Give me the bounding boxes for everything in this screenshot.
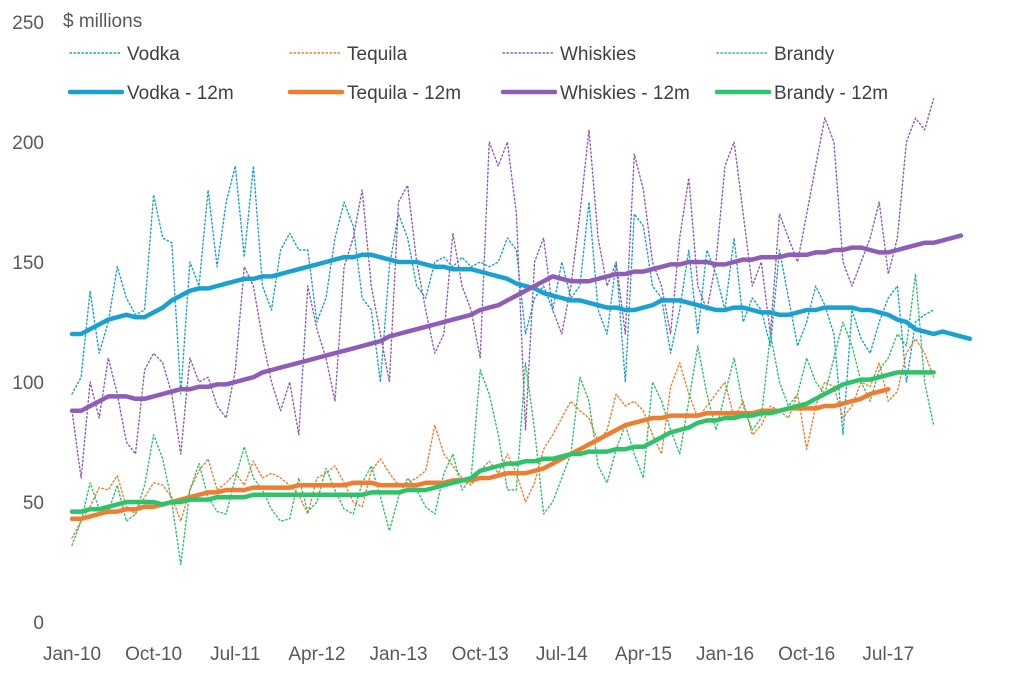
- series-line-whiskies-12m: [69, 233, 964, 414]
- legend-label-vodka: Vodka: [127, 44, 180, 65]
- x-tick-label: Oct-10: [125, 644, 182, 665]
- legend-label-brandy: Brandy: [774, 44, 835, 65]
- y-tick-label: 0: [33, 613, 44, 634]
- x-tick-label: Jan-16: [696, 644, 754, 665]
- legend-label-whiskies-12m: Whiskies - 12m: [560, 83, 690, 104]
- legend-label-whiskies: Whiskies: [560, 44, 636, 65]
- series-line-whiskies: [71, 98, 935, 479]
- x-tick-label: Oct-16: [778, 644, 835, 665]
- series-line-vodka-12m: [69, 252, 973, 342]
- x-tick-label: Apr-12: [288, 644, 345, 665]
- x-tick-label: Jan-10: [43, 644, 101, 665]
- y-tick-label: 150: [12, 253, 44, 274]
- x-tick-label: Apr-15: [615, 644, 672, 665]
- unit-label: $ millions: [63, 11, 142, 32]
- x-tick-label: Jul-17: [862, 644, 914, 665]
- legend-label-brandy-12m: Brandy - 12m: [774, 83, 888, 104]
- y-axis: 0 50 100 150 200 250: [12, 13, 44, 634]
- series-line-tequila-12m: [69, 386, 891, 522]
- x-axis: Jan-10 Oct-10 Jul-11 Apr-12 Jan-13 Oct-13 Jul-…: [43, 644, 914, 665]
- legend: Vodka Tequila Whiskies Brandy Vodka - 12m Teq…: [67, 44, 888, 104]
- y-tick-label: 200: [12, 133, 44, 154]
- legend-label-vodka-12m: Vodka - 12m: [127, 83, 234, 104]
- y-tick-label: 250: [12, 13, 44, 34]
- series-line-vodka: [71, 165, 935, 436]
- plot-area: [69, 98, 973, 566]
- x-tick-label: Oct-13: [452, 644, 509, 665]
- legend-label-tequila-12m: Tequila - 12m: [347, 83, 461, 104]
- series-line-brandy: [71, 273, 935, 566]
- x-tick-label: Jan-13: [369, 644, 427, 665]
- y-tick-label: 100: [12, 373, 44, 394]
- series-line-brandy-12m: [69, 370, 936, 514]
- x-tick-label: Jul-14: [536, 644, 588, 665]
- y-tick-label: 50: [23, 493, 44, 514]
- legend-label-tequila: Tequila: [347, 44, 408, 65]
- x-tick-label: Jul-11: [210, 644, 260, 665]
